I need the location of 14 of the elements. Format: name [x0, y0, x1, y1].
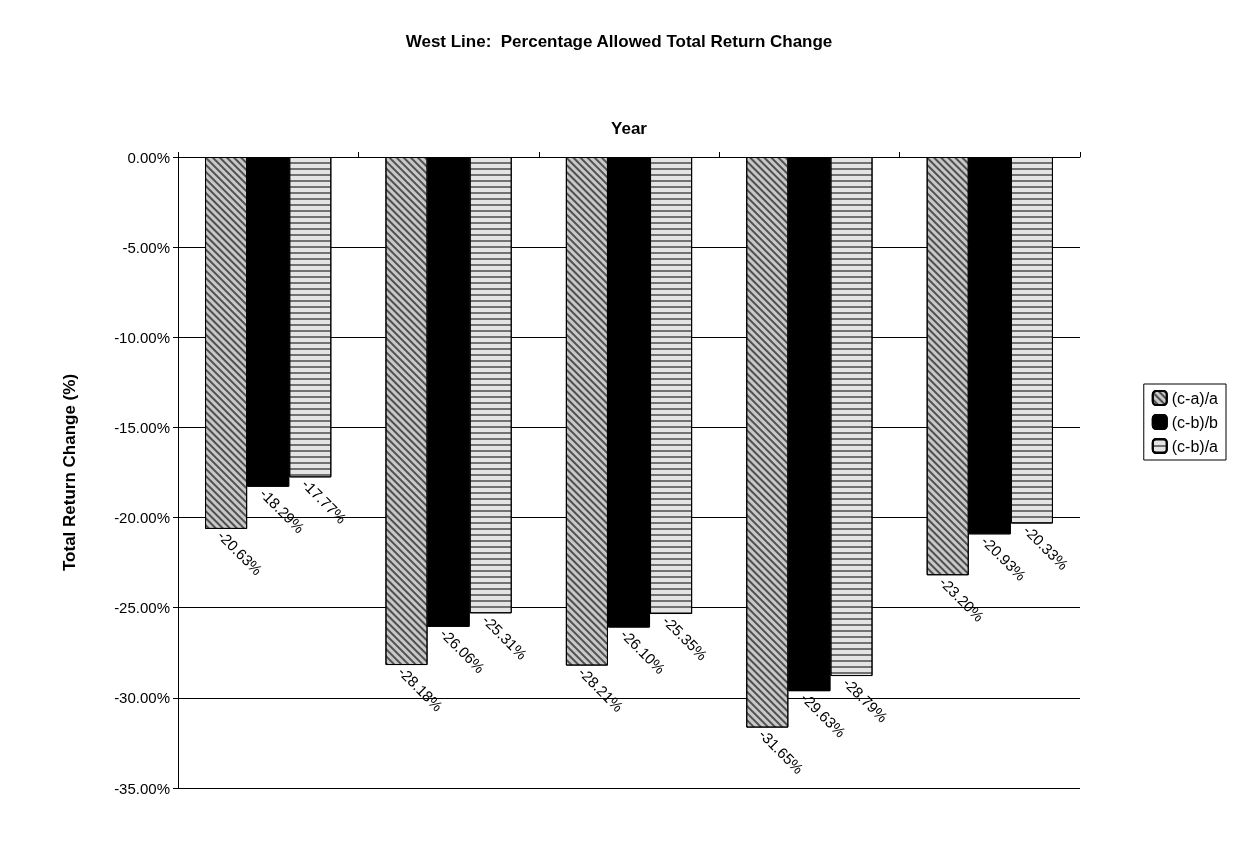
y-tick-label: 0.00% [127, 148, 170, 166]
y-tick-label: -30.00% [114, 689, 170, 707]
chart-title: West Line: Percentage Allowed Total Return Change [405, 32, 833, 51]
legend-label: (c-b)/b [1171, 413, 1219, 431]
y-tick-label: -10.00% [114, 328, 170, 346]
y-tick-label: -35.00% [114, 779, 170, 797]
y-tick-label: -25.00% [114, 599, 170, 617]
legend-label: (c-b)/a [1171, 437, 1219, 455]
legend-label: (c-a)/a [1171, 389, 1219, 407]
y-tick-label: -5.00% [122, 238, 170, 256]
y-tick-label: -20.00% [114, 509, 170, 527]
y-tick-label: -15.00% [114, 418, 170, 436]
x-axis-title: Year [611, 119, 648, 138]
y-axis-title: Total Return Change (%) [60, 373, 79, 572]
